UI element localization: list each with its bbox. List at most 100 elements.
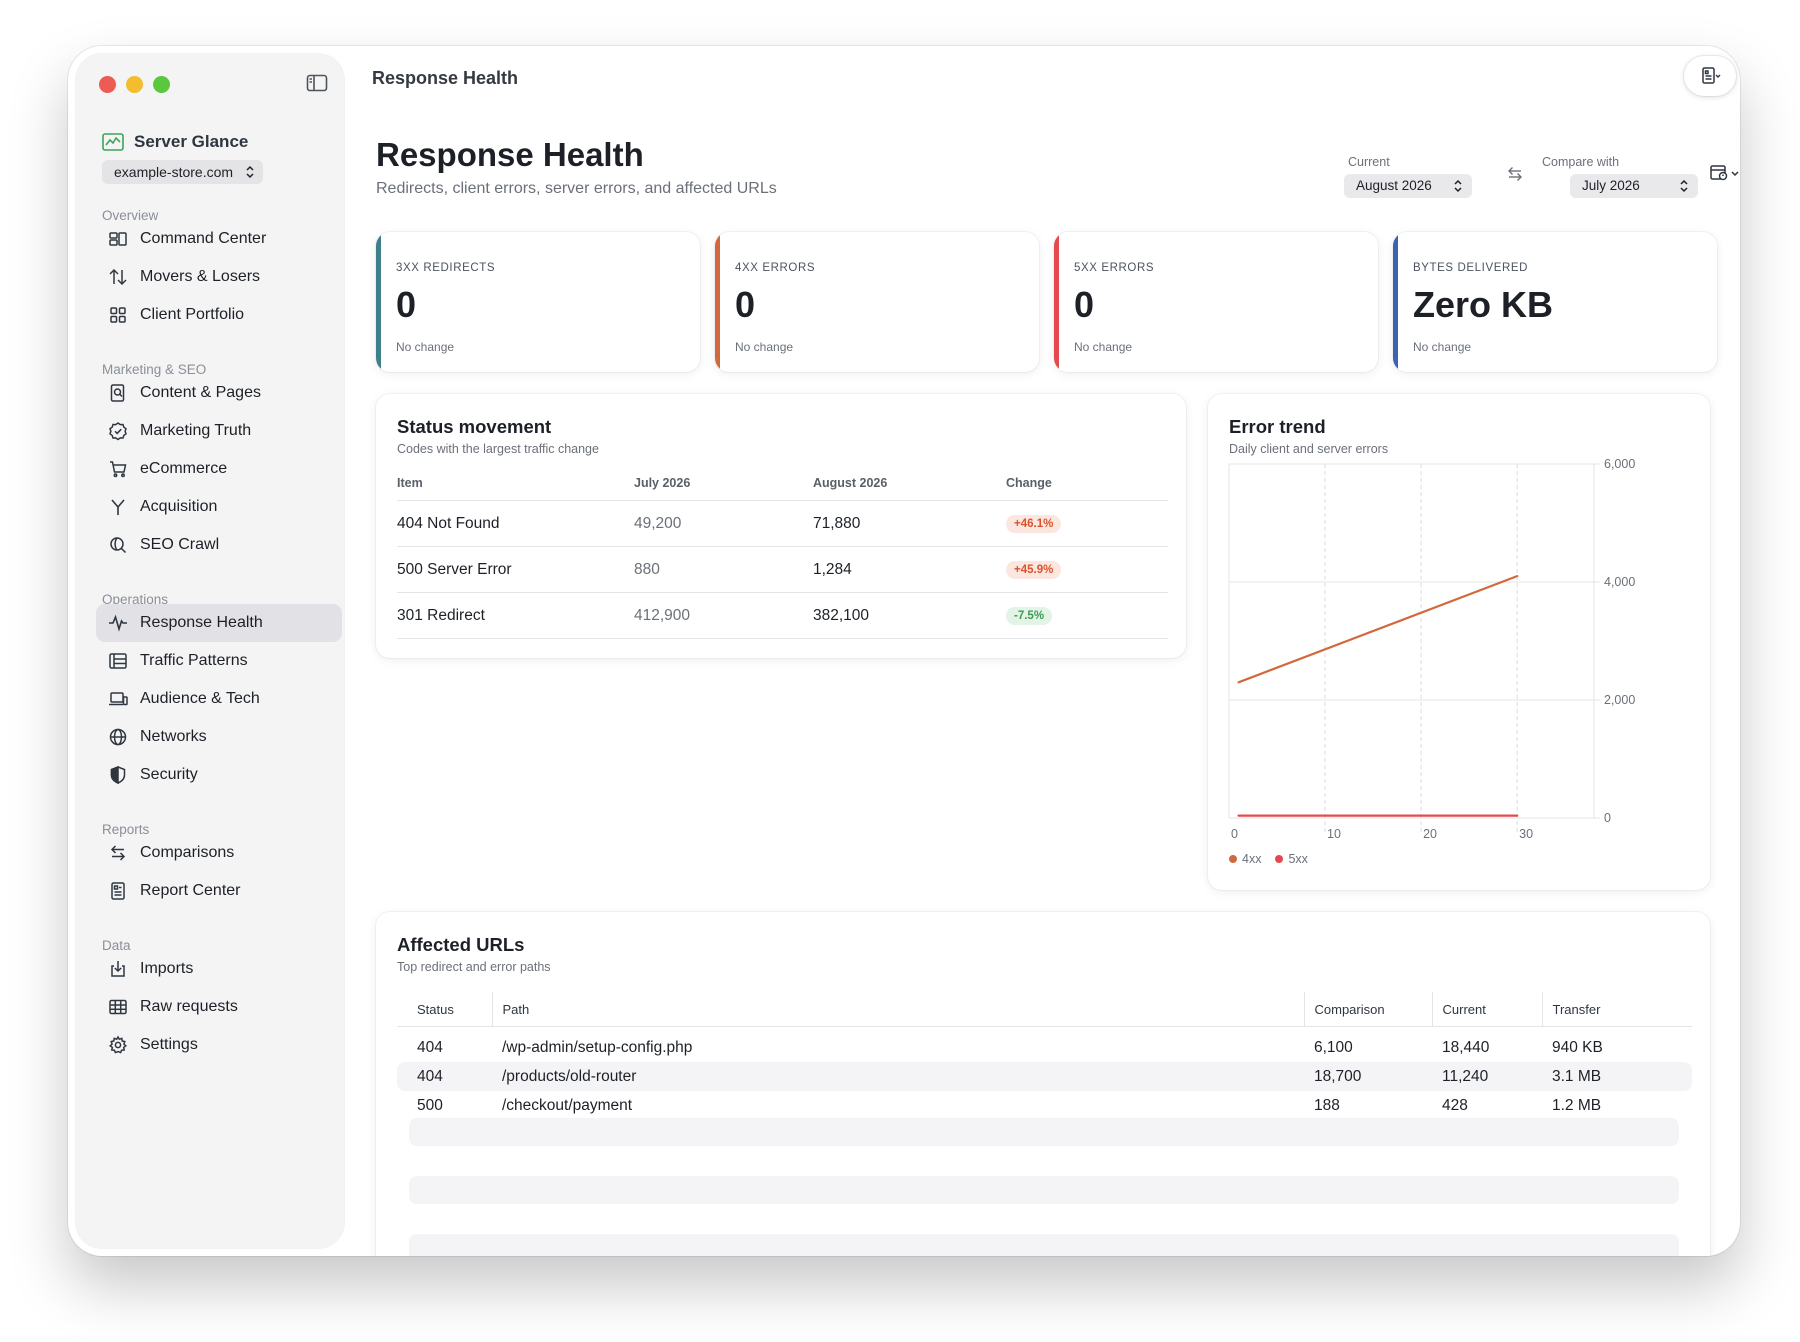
sidebar-toggle-icon[interactable] (306, 72, 328, 94)
nav-section-overview: Overview (102, 208, 159, 223)
legend-item-5xx[interactable]: 5xx (1275, 852, 1308, 866)
page-title: Response Health (376, 136, 644, 173)
calendar-menu-icon[interactable] (1708, 162, 1740, 184)
nav-section-reports: Reports (102, 822, 150, 837)
affected-urls-table: Status Path Comparison Current Transfer … (397, 992, 1692, 1120)
cell-path: /wp-admin/setup-config.php (502, 1038, 693, 1056)
table-row[interactable]: 500 Server Error 880 1,284 +45.9% (397, 546, 1168, 593)
nav-section-operations: Operations (102, 592, 169, 607)
minimize-window-button[interactable] (126, 76, 143, 93)
cell-item: 404 Not Found (397, 500, 634, 547)
sidebar-item-movers-losers[interactable]: Movers & Losers (96, 258, 342, 296)
sidebar-item-report-center[interactable]: Report Center (96, 872, 342, 910)
table-row[interactable]: 404 /wp-admin/setup-config.php 6,100 18,… (397, 1033, 1692, 1062)
cell-comparison: 188 (1314, 1096, 1340, 1114)
sidebar-item-ecommerce[interactable]: eCommerce (96, 450, 342, 488)
cell-path: /checkout/payment (502, 1096, 633, 1114)
report-menu-button[interactable] (1684, 56, 1736, 96)
chart-legend: 4xx 5xx (1229, 852, 1308, 866)
sidebar-item-marketing-truth[interactable]: Marketing Truth (96, 412, 342, 450)
sidebar-item-traffic-patterns[interactable]: Traffic Patterns (96, 642, 342, 680)
table-header-row: Status Path Comparison Current Transfer (397, 992, 1692, 1027)
cell-status: 404 (417, 1038, 443, 1056)
compare-period-value: July 2026 (1582, 178, 1640, 193)
column-header[interactable]: July 2026 (634, 466, 813, 501)
site-select[interactable]: example-store.com (102, 160, 264, 184)
sidebar-item-seo-crawl[interactable]: SEO Crawl (96, 526, 342, 564)
change-badge: +45.9% (1006, 561, 1062, 579)
sidebar-item-settings[interactable]: Settings (96, 1026, 342, 1064)
kpi-accent-bar (1054, 232, 1059, 372)
column-header[interactable]: August 2026 (813, 466, 1006, 501)
x-tick-label: 30 (1519, 827, 1533, 841)
grid-icon (110, 307, 126, 323)
table-row[interactable]: 500 /checkout/payment 188 428 1.2 MB (397, 1091, 1692, 1120)
column-header[interactable]: Item (397, 466, 634, 501)
kpi-label: 5XX ERRORS (1074, 262, 1155, 274)
sidebar-item-content-pages[interactable]: Content & Pages (96, 374, 342, 412)
legend-dot (1275, 855, 1284, 863)
sidebar-item-acquisition[interactable]: Acquisition (96, 488, 342, 526)
main-content: Response Health Response Health Redirect… (344, 46, 1740, 1256)
zoom-window-button[interactable] (153, 76, 170, 93)
brand-name: Server Glance (134, 132, 249, 151)
cell-curr: 1,284 (813, 546, 1006, 593)
status-movement-card: Status movement Codes with the largest t… (376, 394, 1186, 658)
close-window-button[interactable] (99, 76, 116, 93)
cell-transfer: 940 KB (1552, 1038, 1603, 1056)
swap-periods-icon[interactable] (1505, 164, 1525, 184)
empty-row (409, 1176, 1679, 1204)
nav-section-marketing: Marketing & SEO (102, 362, 207, 377)
y-tick-label: 6,000 (1604, 457, 1635, 471)
column-header[interactable]: Current (1431, 992, 1542, 1027)
sidebar-item-security[interactable]: Security (96, 756, 342, 794)
status-movement-table: Item July 2026 August 2026 Change 404 No… (397, 466, 1168, 639)
chevron-updown-icon (1454, 179, 1462, 193)
sidebar-item-imports[interactable]: Imports (96, 950, 342, 988)
column-header[interactable]: Path (491, 992, 1304, 1027)
error-trend-card: Error trend Daily client and server erro… (1208, 394, 1710, 890)
brand: Server Glance (102, 132, 248, 152)
column-header[interactable]: Comparison (1303, 992, 1432, 1027)
legend-label: 5xx (1288, 852, 1308, 866)
kpi-accent-bar (715, 232, 720, 372)
empty-row (409, 1118, 1679, 1146)
sidebar-item-audience-tech[interactable]: Audience & Tech (96, 680, 342, 718)
current-period-label: Current (1348, 155, 1390, 169)
kpi-value: 0 (735, 284, 756, 325)
table-row[interactable]: 404 Not Found 49,200 71,880 +46.1% (397, 500, 1168, 547)
sidebar-item-client-portfolio[interactable]: Client Portfolio (96, 296, 342, 334)
document-search-icon (110, 384, 125, 402)
chevron-updown-icon (1680, 179, 1688, 193)
cell-transfer: 3.1 MB (1542, 1062, 1692, 1091)
sidebar-item-command-center[interactable]: Command Center (96, 220, 342, 258)
column-header[interactable]: Status (397, 992, 492, 1027)
change-badge: -7.5% (1006, 607, 1053, 625)
nav-section-data: Data (102, 938, 131, 953)
kpi-card-bytes: BYTES DELIVERED Zero KB No change (1393, 232, 1717, 372)
arrows-updown-icon (109, 268, 127, 286)
sidebar-item-raw-requests[interactable]: Raw requests (96, 988, 342, 1026)
legend-dot (1229, 855, 1237, 863)
sidebar-item-response-health[interactable]: Response Health (96, 604, 342, 642)
current-period-select[interactable]: August 2026 (1344, 174, 1472, 198)
y-tick-label: 0 (1604, 811, 1611, 825)
cell-prev: 412,900 (634, 592, 813, 639)
compare-period-select[interactable]: July 2026 (1570, 174, 1698, 198)
page-subtitle: Redirects, client errors, server errors,… (376, 180, 777, 197)
cell-item: 500 Server Error (397, 546, 634, 593)
column-header[interactable]: Transfer (1541, 992, 1692, 1027)
table-row[interactable]: 301 Redirect 412,900 382,100 -7.5% (397, 592, 1168, 639)
y-tick-label: 2,000 (1604, 693, 1635, 707)
table-row[interactable]: 404 /products/old-router 18,700 11,240 3… (397, 1062, 1692, 1091)
verified-badge-icon (109, 422, 127, 441)
cart-icon (110, 461, 127, 478)
sidebar-item-comparisons[interactable]: Comparisons (96, 834, 342, 872)
kpi-value: 0 (1074, 284, 1095, 325)
section-title: Affected URLs (397, 934, 525, 955)
globe-icon (109, 728, 127, 746)
column-header[interactable]: Change (1006, 466, 1168, 501)
sidebar-item-networks[interactable]: Networks (96, 718, 342, 756)
legend-item-4xx[interactable]: 4xx (1229, 852, 1261, 866)
pulse-icon (109, 614, 127, 632)
